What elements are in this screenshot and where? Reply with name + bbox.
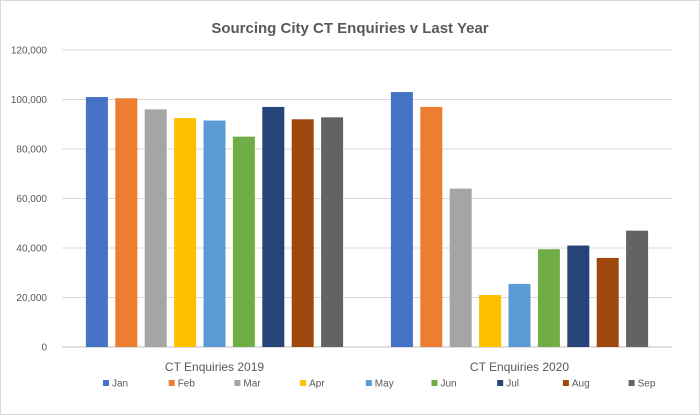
legend-label: Mar <box>243 379 261 390</box>
legend-label: Sep <box>638 379 656 390</box>
bar <box>232 136 255 347</box>
legend-swatch <box>497 380 504 386</box>
bar <box>85 97 108 348</box>
legend-label: Jul <box>506 379 519 390</box>
bar <box>321 117 344 347</box>
y-tick-label: 20,000 <box>16 293 47 304</box>
x-category-label: CT Enquiries 2020 <box>470 360 569 374</box>
bar <box>596 257 619 347</box>
legend-swatch <box>562 380 569 386</box>
bar <box>115 98 138 347</box>
legend-label: Aug <box>572 379 590 390</box>
legend-swatch <box>168 380 175 386</box>
legend-swatch <box>300 380 307 386</box>
y-tick-label: 0 <box>41 343 47 354</box>
legend-swatch <box>234 380 241 386</box>
legend-label: Apr <box>309 379 325 390</box>
y-tick-label: 100,000 <box>11 95 48 106</box>
legend-label: Jun <box>441 379 457 390</box>
legend-label: May <box>375 379 394 390</box>
bar <box>449 188 472 347</box>
x-category-label: CT Enquiries 2019 <box>165 360 264 374</box>
bar <box>567 245 590 347</box>
bar <box>203 120 226 347</box>
bar <box>508 283 531 347</box>
bar <box>291 119 314 347</box>
legend-label: Feb <box>178 379 196 390</box>
chart-title: Sourcing City CT Enquiries v Last Year <box>211 20 489 37</box>
bar <box>626 230 649 347</box>
bar <box>262 106 285 347</box>
legend-swatch <box>431 380 438 386</box>
legend-swatch <box>103 380 109 386</box>
y-tick-label: 80,000 <box>16 145 47 156</box>
y-tick-label: 60,000 <box>16 194 47 205</box>
y-tick-label: 40,000 <box>16 244 47 255</box>
bar <box>144 109 167 348</box>
bar <box>537 249 560 347</box>
bar <box>174 118 197 347</box>
bar <box>390 92 413 347</box>
legend-label: Jan <box>112 379 128 390</box>
bar <box>479 295 502 347</box>
y-tick-label: 120,000 <box>11 46 48 57</box>
legend-swatch <box>365 380 372 386</box>
bar <box>420 106 443 347</box>
legend-swatch <box>628 380 635 386</box>
